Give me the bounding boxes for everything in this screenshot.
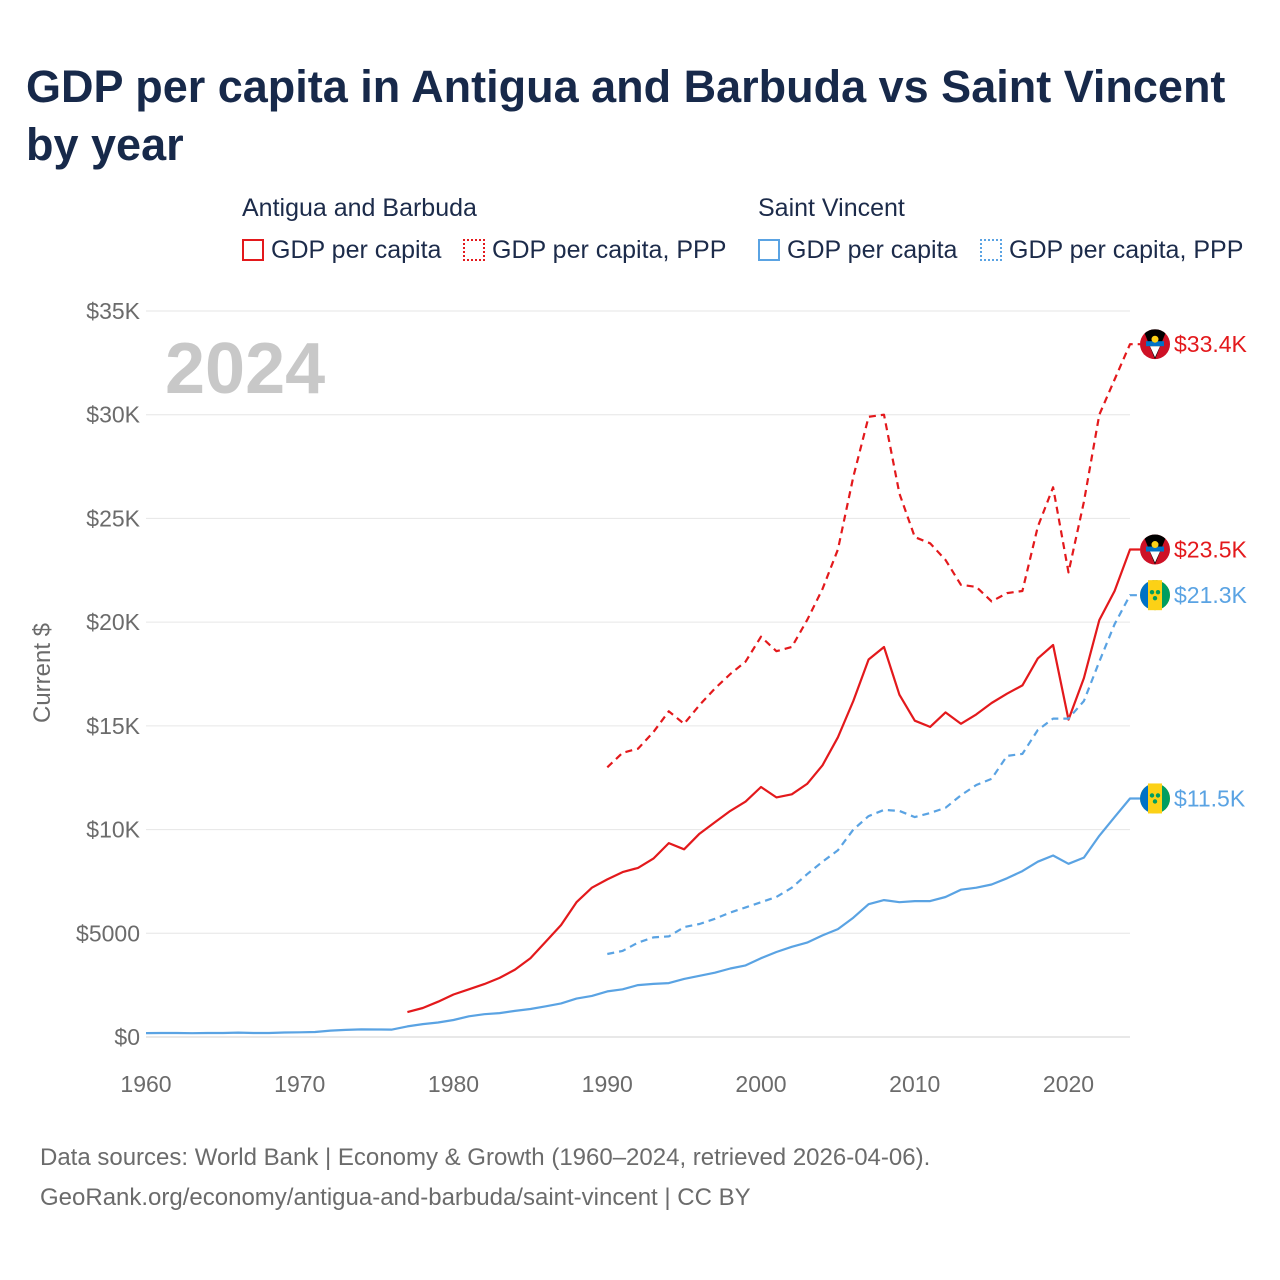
end-labels: $33.4K $23.5K $21.3K $11.5K <box>1140 329 1248 814</box>
flag-yellow-band <box>1148 580 1162 611</box>
flag-green-half <box>1155 580 1171 611</box>
legend-swatch-dotted-red <box>463 239 485 261</box>
end-value-label: $21.3K <box>1174 582 1248 608</box>
flag-sun <box>1151 335 1159 343</box>
flag-yellow-band <box>1148 783 1162 814</box>
flag-blue-band <box>1146 546 1164 552</box>
y-tick-label: $10K <box>86 817 140 843</box>
y-tick-label: $5000 <box>76 920 140 946</box>
flag-diamond <box>1155 793 1161 798</box>
x-tick-label: 2000 <box>735 1071 786 1097</box>
saint-vincent-flag-icon <box>1140 783 1171 814</box>
year-watermark: 2024 <box>165 329 325 409</box>
legend-item-antigua-gdp[interactable]: GDP per capita <box>242 236 441 264</box>
x-tick-label: 2020 <box>1043 1071 1094 1097</box>
flag-sun <box>1151 541 1159 549</box>
flag-white-band <box>1150 346 1160 358</box>
footer-link[interactable]: GeoRank.org/economy/antigua-and-barbuda/… <box>40 1184 751 1211</box>
flag-diamond <box>1152 799 1158 804</box>
legend-swatch-dotted-blue <box>980 239 1002 261</box>
series-line <box>606 343 1140 769</box>
legend-swatch-solid-red <box>242 239 264 261</box>
end-value-label: $11.5K <box>1174 785 1246 811</box>
y-tick-label: $15K <box>86 713 140 739</box>
end-value-label: $23.5K <box>1174 537 1248 563</box>
flag-blue-half <box>1140 783 1155 814</box>
flag-diamond <box>1155 589 1161 595</box>
legend-item-stvincent-gdp[interactable]: GDP per capita <box>758 236 957 264</box>
y-tick-label: $20K <box>86 609 140 635</box>
flag-green-half <box>1155 783 1171 814</box>
footer-source: Data sources: World Bank | Economy & Gro… <box>40 1144 931 1171</box>
y-tick-label: $35K <box>86 298 140 324</box>
legend-label: GDP per capita, PPP <box>492 235 727 264</box>
chart-title: GDP per capita in Antigua and Barbuda vs… <box>26 61 1226 170</box>
y-axis-label: Current $ <box>29 623 56 723</box>
legend-label: GDP per capita <box>271 235 442 264</box>
series-line <box>607 594 1140 956</box>
x-tick-label: 1980 <box>428 1071 479 1097</box>
flag-body <box>1140 329 1170 360</box>
flag-blue-band <box>1146 341 1164 347</box>
x-tick-label: 1970 <box>274 1071 325 1097</box>
flag-diamond <box>1149 589 1155 595</box>
legend-label: GDP per capita, PPP <box>1009 235 1244 264</box>
flag-body <box>1140 534 1170 565</box>
y-tick-label: $25K <box>86 505 140 531</box>
legend-item-antigua-ppp[interactable]: GDP per capita, PPP <box>463 236 726 264</box>
x-tick-label: 1960 <box>120 1071 171 1097</box>
series <box>145 343 1140 1035</box>
grid <box>146 310 1130 1038</box>
footer: Data sources: World Bank | Economy & Gro… <box>40 1138 930 1218</box>
antigua-flag-icon <box>1140 534 1170 565</box>
end-value-label: $33.4K <box>1174 331 1248 357</box>
saint-vincent-flag-icon <box>1140 580 1171 611</box>
series-line <box>407 548 1140 1014</box>
line-chart: 2024 Current $ $0 $5000 $10K $15K $20K $25K $3… <box>29 298 1248 1097</box>
legend-swatch-solid-blue <box>758 239 780 261</box>
flag-blue-half <box>1140 580 1155 611</box>
legend-label: GDP per capita <box>787 235 958 264</box>
axes: $0 $5000 $10K $15K $20K $25K $30K $35K 1960 1970 1… <box>76 298 1094 1097</box>
antigua-flag-icon <box>1140 329 1170 360</box>
flag-diamond <box>1152 595 1158 601</box>
flag-diamond <box>1149 793 1155 798</box>
legend-item-stvincent-ppp[interactable]: GDP per capita, PPP <box>980 236 1243 264</box>
series-line <box>145 797 1140 1035</box>
legend-group-stvincent: Saint Vincent <box>758 194 905 222</box>
y-tick-label: $30K <box>86 402 140 428</box>
x-tick-label: 2010 <box>889 1071 940 1097</box>
y-tick-label: $0 <box>114 1024 140 1050</box>
legend-group-antigua: Antigua and Barbuda <box>242 194 477 222</box>
x-tick-label: 1990 <box>582 1071 633 1097</box>
flag-white-band <box>1150 551 1160 563</box>
